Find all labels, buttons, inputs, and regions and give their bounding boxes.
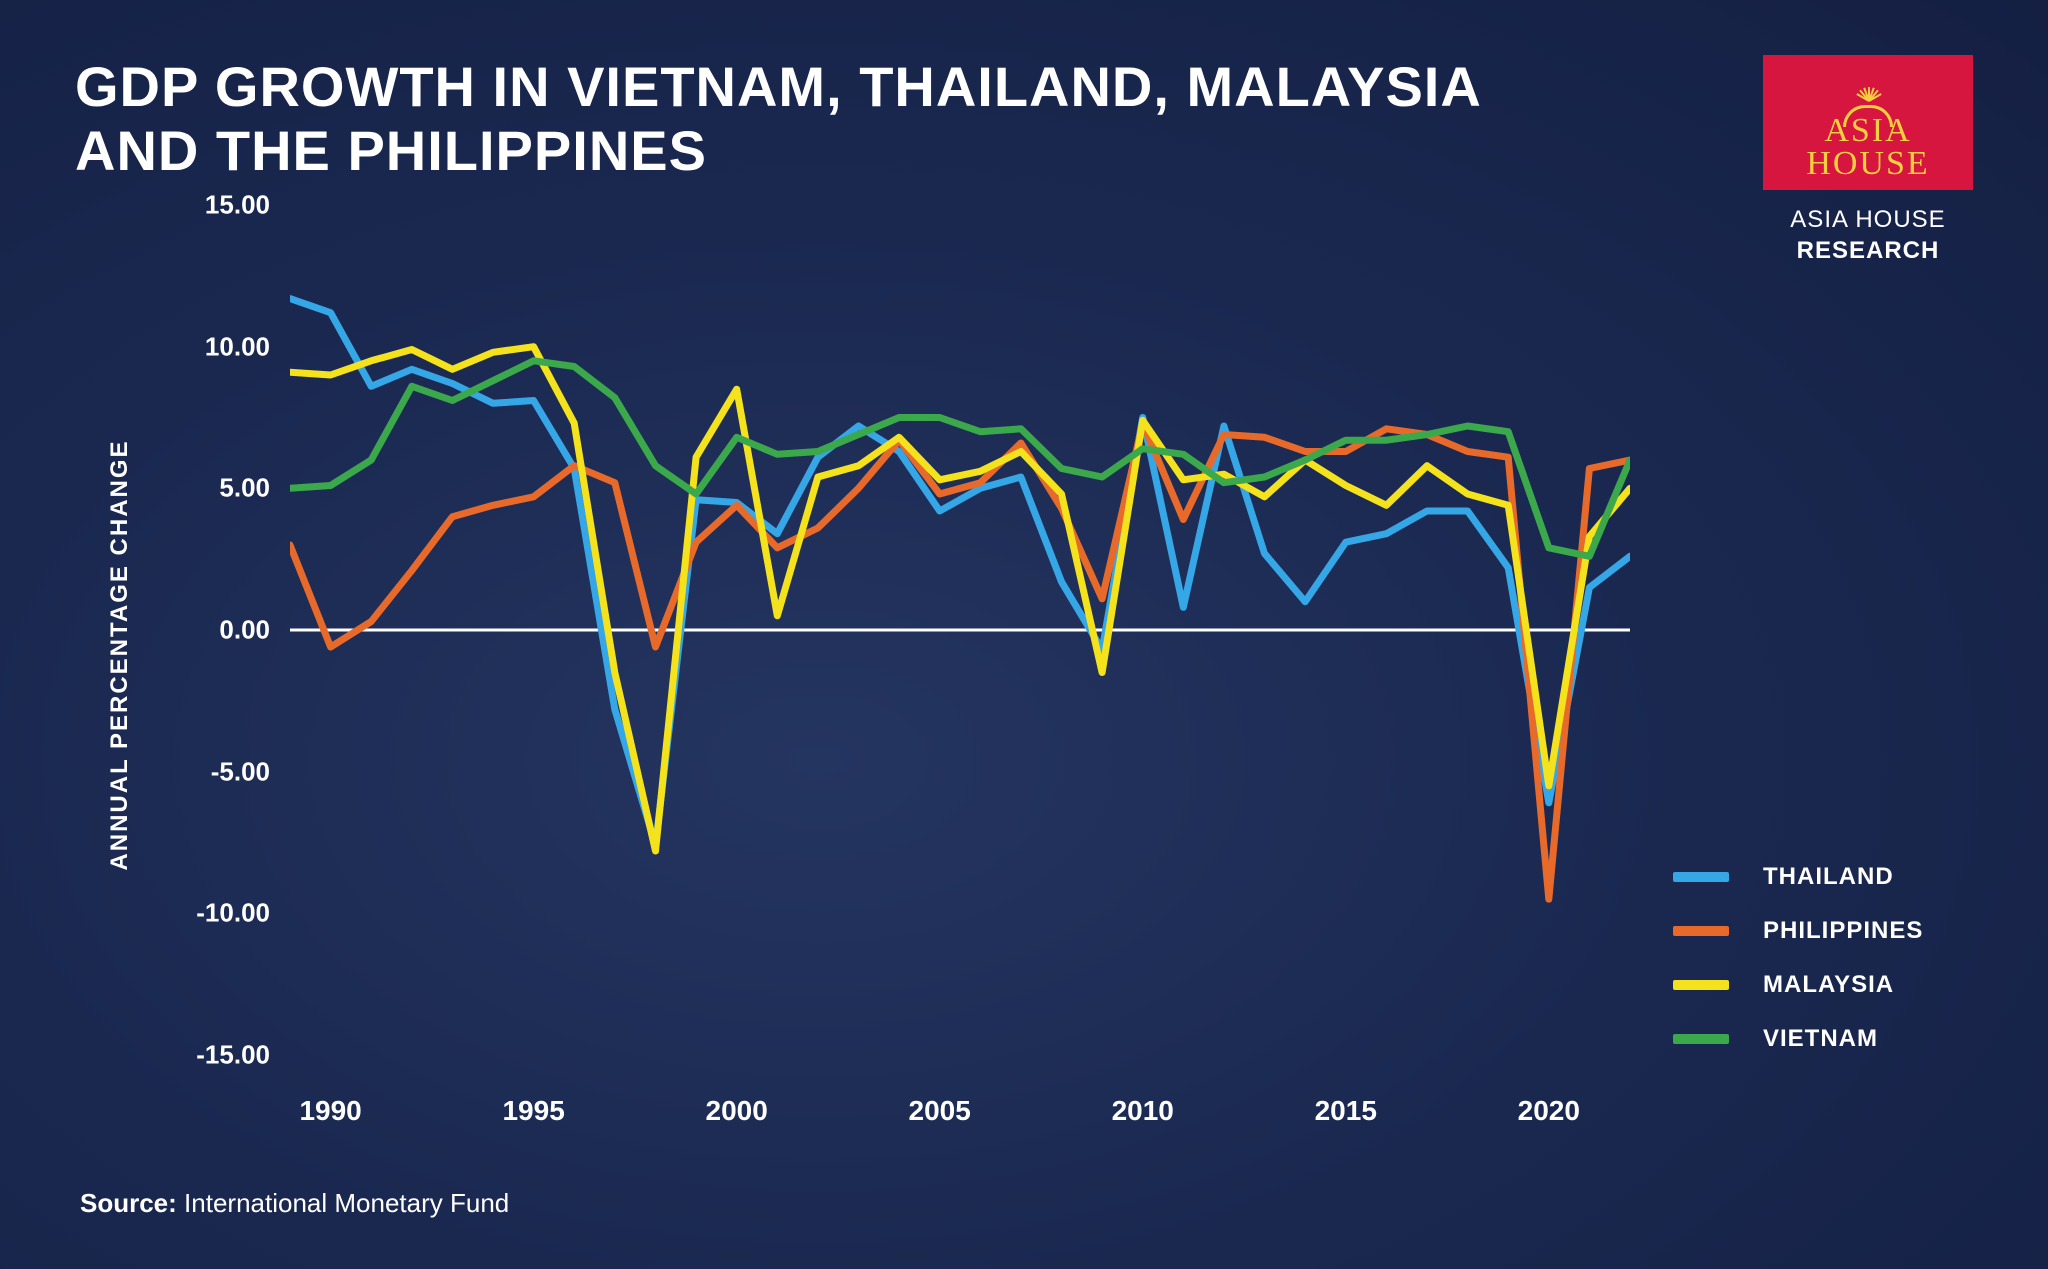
y-tick: 15.00 (150, 190, 270, 221)
legend-item: MALAYSIA (1673, 971, 1973, 999)
legend-item: PHILIPPINES (1673, 917, 1973, 945)
legend-label: VIETNAM (1763, 1025, 1878, 1053)
series-line-vietnam (290, 361, 1630, 557)
legend-swatch (1673, 926, 1729, 936)
x-tick: 2000 (706, 1095, 768, 1127)
brand-sub-bold: RESEARCH (1797, 237, 1940, 264)
legend-item: THAILAND (1673, 863, 1973, 891)
chart-title: GDP GROWTH IN VIETNAM, THAILAND, MALAYSI… (75, 55, 1525, 184)
brand-logo-block: ASIA HOUSE ASIA HOUSE RESEARCH (1763, 55, 1973, 266)
x-tick: 1990 (299, 1095, 361, 1127)
source-label: Source: (80, 1188, 177, 1218)
y-tick: -10.00 (150, 898, 270, 929)
y-tick: -5.00 (150, 756, 270, 787)
source-line: Source: International Monetary Fund (80, 1188, 509, 1219)
y-tick: 10.00 (150, 331, 270, 362)
legend-swatch (1673, 872, 1729, 882)
line-chart-plot (290, 205, 1630, 1055)
y-axis-label: ANNUAL PERCENTAGE CHANGE (106, 439, 134, 870)
brand-logo: ASIA HOUSE (1763, 55, 1973, 190)
legend-label: THAILAND (1763, 863, 1894, 891)
legend-swatch (1673, 1034, 1729, 1044)
brand-name-line2: HOUSE (1806, 148, 1929, 180)
legend-label: PHILIPPINES (1763, 917, 1923, 945)
legend-label: MALAYSIA (1763, 971, 1894, 999)
brand-sub-light: ASIA HOUSE (1790, 206, 1945, 233)
legend-item: VIETNAM (1673, 1025, 1973, 1053)
brand-subtitle: ASIA HOUSE RESEARCH (1763, 204, 1973, 266)
y-tick: 5.00 (150, 473, 270, 504)
legend-swatch (1673, 980, 1729, 990)
x-tick: 2020 (1518, 1095, 1580, 1127)
y-tick: 0.00 (150, 615, 270, 646)
series-line-philippines (290, 423, 1630, 899)
x-tick: 2005 (909, 1095, 971, 1127)
x-tick: 2015 (1315, 1095, 1377, 1127)
chart-legend: THAILAND PHILIPPINES MALAYSIA VIETNAM (1673, 837, 1973, 1079)
source-text: International Monetary Fund (184, 1188, 509, 1218)
y-tick: -15.00 (150, 1040, 270, 1071)
chart-container: ANNUAL PERCENTAGE CHANGE 15.0010.005.000… (85, 195, 1645, 1115)
x-tick: 2010 (1112, 1095, 1174, 1127)
sun-icon (1850, 95, 1886, 113)
x-tick: 1995 (502, 1095, 564, 1127)
